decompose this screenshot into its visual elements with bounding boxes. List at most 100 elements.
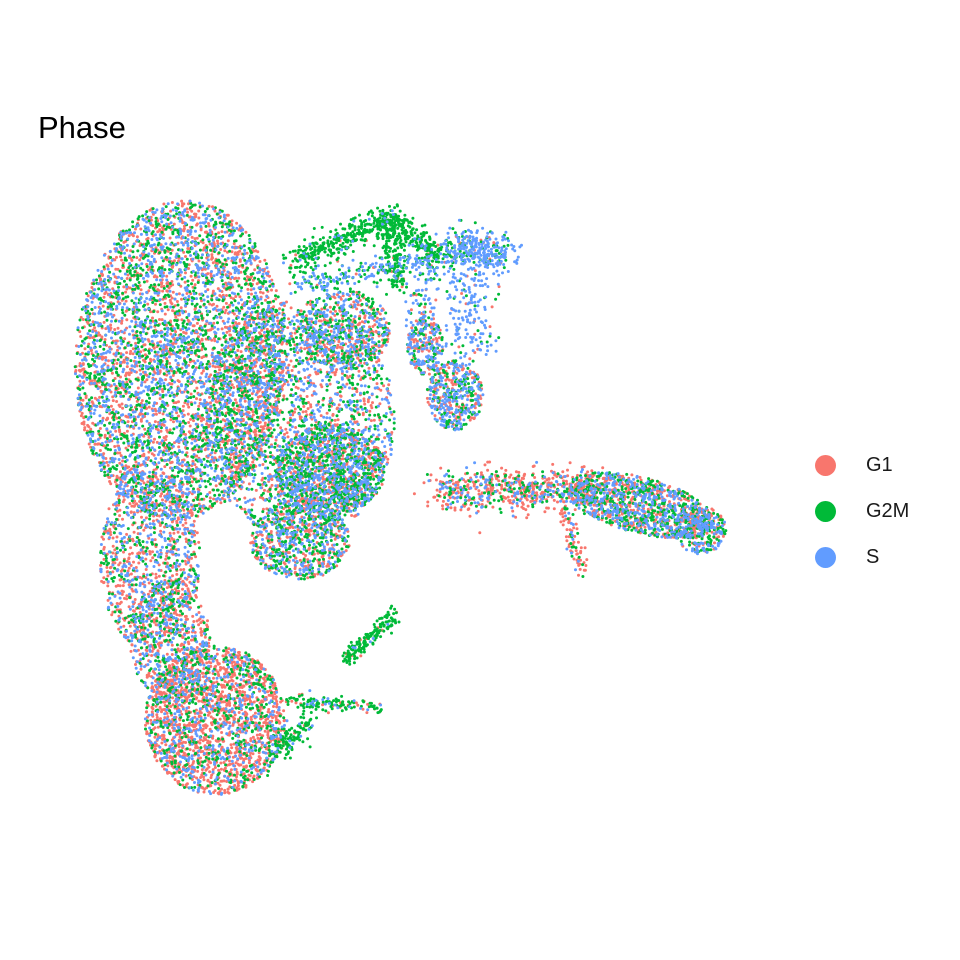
data-point	[303, 347, 307, 351]
data-point	[164, 378, 168, 382]
data-point	[307, 523, 311, 526]
data-point	[180, 318, 184, 322]
data-point	[263, 721, 267, 724]
data-point	[120, 258, 124, 262]
data-point	[280, 370, 284, 374]
data-point	[111, 408, 115, 412]
data-point	[190, 667, 194, 670]
data-point	[271, 716, 275, 720]
data-point	[98, 449, 102, 452]
data-point	[105, 570, 109, 574]
data-point	[369, 376, 373, 380]
data-point	[125, 318, 129, 322]
data-point	[253, 711, 257, 715]
data-point	[238, 295, 242, 299]
data-point	[142, 528, 146, 532]
data-point	[168, 428, 172, 432]
data-point	[122, 550, 125, 554]
data-point	[306, 407, 310, 411]
data-point	[174, 315, 178, 319]
data-point	[325, 411, 329, 415]
data-point	[207, 224, 211, 228]
data-point	[197, 209, 201, 213]
data-point	[248, 774, 252, 778]
data-point	[93, 396, 97, 400]
data-point	[237, 322, 241, 325]
data-point	[111, 399, 115, 403]
data-point	[184, 433, 187, 436]
data-point	[143, 353, 147, 357]
data-point	[353, 421, 357, 424]
data-point	[212, 676, 215, 680]
data-point	[200, 356, 204, 360]
data-point	[109, 482, 113, 486]
data-point	[206, 625, 210, 629]
data-point	[110, 613, 114, 617]
data-point	[135, 399, 139, 403]
data-point	[235, 483, 239, 487]
data-point	[267, 693, 271, 697]
data-point	[115, 362, 119, 365]
data-point	[194, 595, 198, 599]
data-point	[144, 557, 148, 561]
data-point	[204, 337, 208, 341]
data-point	[182, 568, 186, 571]
data-point	[110, 371, 114, 375]
data-point	[122, 285, 126, 289]
data-point	[118, 584, 122, 588]
data-point	[139, 288, 143, 292]
data-point	[139, 227, 143, 231]
data-point	[202, 790, 206, 794]
data-point	[236, 762, 240, 766]
data-point	[162, 700, 165, 704]
data-point	[199, 419, 203, 423]
data-point	[220, 348, 224, 352]
data-point	[115, 255, 118, 259]
data-point	[98, 405, 102, 408]
data-point	[166, 764, 170, 768]
data-point	[200, 629, 204, 633]
data-point	[163, 465, 167, 469]
data-point	[235, 770, 239, 774]
data-point	[158, 705, 162, 709]
data-point	[121, 261, 125, 265]
data-point	[223, 311, 227, 315]
data-point	[184, 614, 188, 618]
data-point	[182, 224, 186, 228]
data-point	[161, 289, 165, 293]
data-point	[135, 502, 138, 506]
data-point	[197, 502, 201, 506]
data-point	[173, 778, 177, 782]
data-point	[254, 686, 258, 690]
data-point	[160, 318, 164, 322]
data-point	[145, 649, 149, 653]
data-point	[190, 235, 194, 239]
data-point	[286, 326, 290, 330]
data-point	[158, 318, 161, 321]
data-point	[147, 581, 151, 585]
data-point	[210, 257, 214, 261]
data-point	[181, 636, 185, 639]
data-point	[229, 272, 233, 276]
data-point	[143, 360, 147, 364]
data-point	[83, 428, 86, 432]
data-point	[152, 519, 155, 523]
data-point	[151, 316, 154, 320]
data-point	[102, 576, 106, 580]
data-point	[223, 680, 227, 683]
data-point	[197, 404, 201, 408]
data-point	[233, 398, 237, 402]
data-point	[113, 328, 117, 331]
data-point	[266, 731, 270, 735]
data-point	[212, 791, 216, 794]
data-point	[154, 409, 158, 413]
data-point	[109, 261, 113, 265]
data-point	[176, 530, 180, 534]
data-point	[215, 400, 219, 404]
data-point	[191, 614, 195, 618]
data-point	[115, 400, 119, 403]
data-point	[180, 464, 184, 468]
data-point	[153, 735, 157, 739]
data-point	[263, 729, 267, 733]
